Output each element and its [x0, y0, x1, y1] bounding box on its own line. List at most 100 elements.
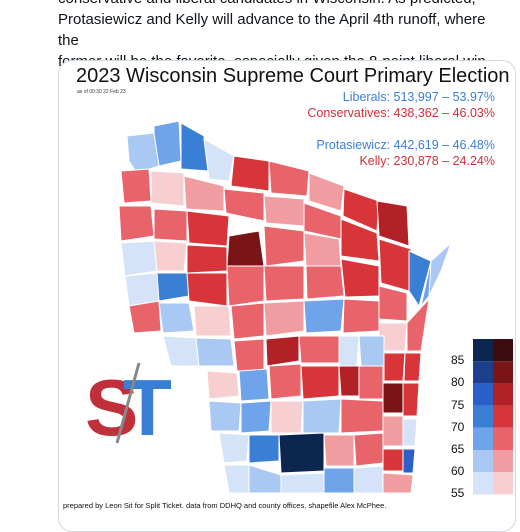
legend-swatch-conservative	[493, 450, 513, 473]
county	[118, 205, 155, 242]
county	[382, 448, 404, 472]
county	[153, 240, 188, 272]
county	[203, 138, 235, 182]
county	[248, 434, 280, 464]
county	[402, 418, 418, 447]
county	[403, 352, 422, 382]
legend-swatch-liberal	[473, 427, 493, 450]
county	[342, 298, 380, 334]
county	[302, 398, 342, 434]
county	[340, 218, 380, 262]
map-card[interactable]: 2023 Wisconsin Supreme Court Primary Ele…	[58, 60, 516, 532]
county	[183, 175, 225, 212]
legend-label: 75	[451, 397, 465, 412]
protasiewicz-total: Protasiewicz: 442,619 – 46.48%	[316, 138, 495, 152]
county	[378, 285, 408, 322]
post-line: conservative and liberal candidates in W…	[58, 0, 498, 9]
county	[303, 298, 345, 334]
county	[150, 170, 185, 207]
legend-swatch-conservative	[493, 472, 513, 495]
county	[120, 168, 152, 204]
county	[265, 335, 300, 367]
county	[340, 258, 380, 298]
county	[230, 302, 265, 340]
county	[193, 305, 232, 337]
county	[120, 240, 158, 277]
county	[223, 464, 250, 494]
svg-text:T: T	[123, 363, 172, 445]
county	[153, 208, 188, 242]
county	[303, 232, 342, 267]
as-of-text: as of 00:30 22 Feb 23	[77, 89, 126, 95]
county	[268, 363, 302, 400]
county	[268, 160, 310, 197]
county	[226, 265, 265, 307]
county	[128, 300, 162, 334]
county	[300, 365, 340, 400]
county	[218, 432, 250, 464]
county	[358, 335, 385, 367]
county	[186, 272, 228, 307]
county	[248, 464, 282, 494]
county	[240, 400, 272, 434]
legend-swatch-liberal	[473, 450, 493, 473]
county	[230, 155, 270, 192]
svg-text:S: S	[85, 363, 138, 445]
county	[263, 265, 305, 302]
county	[305, 265, 345, 300]
legend-swatch-conservative	[493, 405, 513, 428]
county	[353, 432, 384, 467]
map-title: 2023 Wisconsin Supreme Court Primary Ele…	[76, 65, 510, 87]
county	[124, 272, 160, 307]
county	[233, 338, 265, 372]
county	[376, 200, 410, 247]
legend-swatch-liberal	[473, 472, 493, 495]
county	[270, 400, 304, 434]
legend-label: 55	[451, 486, 465, 501]
county	[402, 382, 420, 417]
legend-swatch-liberal	[473, 383, 493, 406]
wisconsin-county-map	[118, 120, 452, 494]
county	[428, 242, 452, 297]
legend-swatch-liberal	[473, 361, 493, 384]
county	[342, 188, 380, 232]
county	[358, 365, 384, 400]
county	[226, 230, 265, 267]
county	[126, 132, 160, 174]
county	[156, 272, 190, 302]
legend-swatch-conservative	[493, 427, 513, 450]
legend-label: 70	[451, 419, 465, 434]
county	[298, 335, 340, 364]
legend-label: 85	[451, 353, 465, 368]
legend-swatch-conservative	[493, 339, 513, 362]
county	[338, 335, 360, 367]
county	[402, 448, 416, 474]
county	[340, 398, 384, 434]
county	[263, 225, 305, 267]
county	[158, 302, 195, 334]
county	[378, 238, 412, 292]
legend-swatch-conservative	[493, 361, 513, 384]
county	[408, 250, 432, 308]
kelly-total: Kelly: 230,878 – 24.24%	[359, 154, 495, 168]
county	[383, 352, 406, 382]
county	[353, 465, 384, 494]
legend-swatch-liberal	[473, 405, 493, 428]
legend-label: 80	[451, 375, 465, 390]
legend-label: 65	[451, 442, 465, 456]
county	[186, 210, 230, 247]
legend-label: 60	[451, 464, 465, 479]
county	[308, 172, 345, 212]
county	[382, 382, 404, 414]
county	[263, 195, 305, 227]
split-ticket-logo: S T	[85, 362, 172, 445]
county	[280, 472, 325, 494]
county	[208, 400, 242, 432]
conservatives-total: Conservatives: 438,362 – 46.03%	[307, 106, 495, 120]
county	[338, 365, 360, 397]
county	[206, 370, 240, 400]
post-line: Protasiewicz and Kelly will advance to t…	[58, 11, 486, 49]
credits-footer: prepared by Leon Sit for Split Ticket. d…	[63, 501, 387, 510]
county	[223, 188, 265, 222]
liberals-total: Liberals: 513,997 – 53.97%	[342, 90, 495, 104]
